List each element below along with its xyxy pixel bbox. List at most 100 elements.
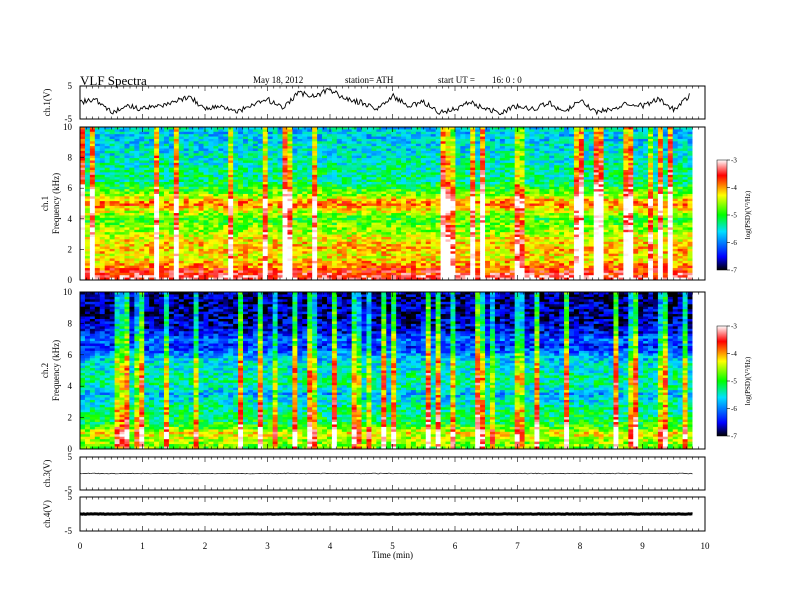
spectrogram-cell xyxy=(94,150,101,154)
spectrogram-cell xyxy=(494,162,501,166)
spectrogram-cell xyxy=(282,208,288,212)
spectrogram-cell xyxy=(144,143,150,147)
spectrogram-cell xyxy=(238,213,244,216)
spectrogram-cell xyxy=(430,198,437,202)
spectrogram-cell xyxy=(104,136,111,140)
spectrogram-cell xyxy=(223,189,229,192)
spectrogram-cell xyxy=(652,167,659,171)
spectrogram-cell xyxy=(252,162,259,166)
spectrogram-cell xyxy=(267,210,274,214)
spectrogram-cell xyxy=(114,158,120,161)
spectrogram-cell xyxy=(598,174,604,178)
spectrogram-cell xyxy=(351,189,358,192)
spectrogram-cell xyxy=(613,146,619,149)
spectrogram-cell xyxy=(346,196,353,200)
spectrogram-cell xyxy=(144,150,150,154)
spectrogram-cell xyxy=(109,172,115,176)
spectrogram-cell xyxy=(173,174,180,178)
spectrogram-cell xyxy=(193,213,199,216)
spectrogram-cell xyxy=(623,141,629,145)
spectrogram-cell xyxy=(648,141,654,145)
spectrogram-cell xyxy=(139,177,145,180)
spectrogram-cell xyxy=(262,170,269,173)
spectrogram-cell xyxy=(450,148,456,152)
spectrogram-cell xyxy=(213,167,219,171)
spectrogram-cell xyxy=(154,215,160,219)
spectrogram-cell xyxy=(682,184,688,188)
spectrogram-cell xyxy=(272,148,278,152)
spectrogram-cell xyxy=(188,193,195,197)
spectrogram-cell xyxy=(524,150,530,154)
spectrogram-cell xyxy=(104,155,111,159)
spectrogram-cell xyxy=(366,153,372,157)
spectrogram-cell xyxy=(470,196,476,200)
spectrogram-cell xyxy=(391,215,397,219)
spectrogram-cell xyxy=(662,181,669,185)
spectrogram-cell xyxy=(544,186,550,190)
spectrogram-cell xyxy=(243,198,249,202)
spectrogram-cell xyxy=(623,134,629,137)
spectrogram-cell xyxy=(559,146,565,149)
spectrogram-cell xyxy=(638,213,644,216)
spectrogram-cell xyxy=(124,143,130,147)
spectrogram-cell xyxy=(435,213,441,216)
spectrogram-cell xyxy=(652,203,659,207)
spectrogram-cell xyxy=(544,191,550,195)
spectrogram-cell xyxy=(662,136,669,140)
spectrogram-cell xyxy=(94,198,101,202)
spectrogram-cell xyxy=(317,210,323,214)
spectrogram-cell xyxy=(252,146,259,149)
spectrogram-cell xyxy=(203,191,209,195)
spectrogram-cell xyxy=(440,134,446,137)
spectrogram-cell xyxy=(381,138,387,142)
spectrogram-cell xyxy=(198,205,204,209)
spectrogram-cell xyxy=(682,136,688,140)
spectrogram-cell xyxy=(376,148,382,152)
spectrogram-cell xyxy=(460,203,466,207)
spectrogram-cell xyxy=(524,208,530,212)
spectrogram-cell xyxy=(687,155,693,159)
spectrogram-cell xyxy=(529,131,535,135)
spectrogram-cell xyxy=(381,213,387,216)
spectrogram-cell xyxy=(84,170,91,173)
spectrogram-cell xyxy=(465,213,471,216)
spectrogram-cell xyxy=(549,220,555,224)
spectrogram-cell xyxy=(470,189,476,192)
spectrogram-cell xyxy=(470,198,476,202)
spectrogram-cell xyxy=(114,141,120,145)
spectrogram-cell xyxy=(386,189,392,192)
spectrogram-cell xyxy=(307,129,313,133)
spectrogram-cell xyxy=(188,131,195,135)
spectrogram-cell xyxy=(435,167,441,171)
spectrogram-cell xyxy=(593,141,600,145)
spectrogram-cell xyxy=(272,179,278,183)
spectrogram-cell xyxy=(312,186,318,190)
spectrogram-cell xyxy=(396,186,402,190)
spectrogram-cell xyxy=(267,134,274,137)
spectrogram-cell xyxy=(677,205,684,209)
spectrogram-cell xyxy=(648,217,654,221)
spectrogram-cell xyxy=(613,150,619,154)
spectrogram-cell xyxy=(618,198,624,202)
spectrogram-cell xyxy=(549,167,555,171)
spectrogram-cell xyxy=(455,136,461,140)
spectrogram-cell xyxy=(109,158,115,161)
spectrogram-cell xyxy=(238,201,244,204)
spectrogram-cell xyxy=(154,210,160,214)
spectrogram-cell xyxy=(346,141,353,145)
spectrogram-cell xyxy=(494,198,501,202)
spectrogram-cell xyxy=(277,208,283,212)
spectrogram-cell xyxy=(178,177,185,180)
spectrogram-cell xyxy=(450,153,456,157)
spectrogram-cell xyxy=(238,165,244,169)
spectrogram-cell xyxy=(307,213,313,216)
spectrogram-cell xyxy=(317,189,323,192)
spectrogram-cell xyxy=(529,150,535,154)
spectrogram-cell xyxy=(173,162,180,166)
spectrogram-cell xyxy=(662,198,669,202)
spectrogram-cell xyxy=(203,148,209,152)
spectrogram-cell xyxy=(583,177,590,180)
spectrogram-cell xyxy=(297,127,303,130)
spectrogram-cell xyxy=(99,136,106,140)
spectrogram-cell xyxy=(682,198,688,202)
